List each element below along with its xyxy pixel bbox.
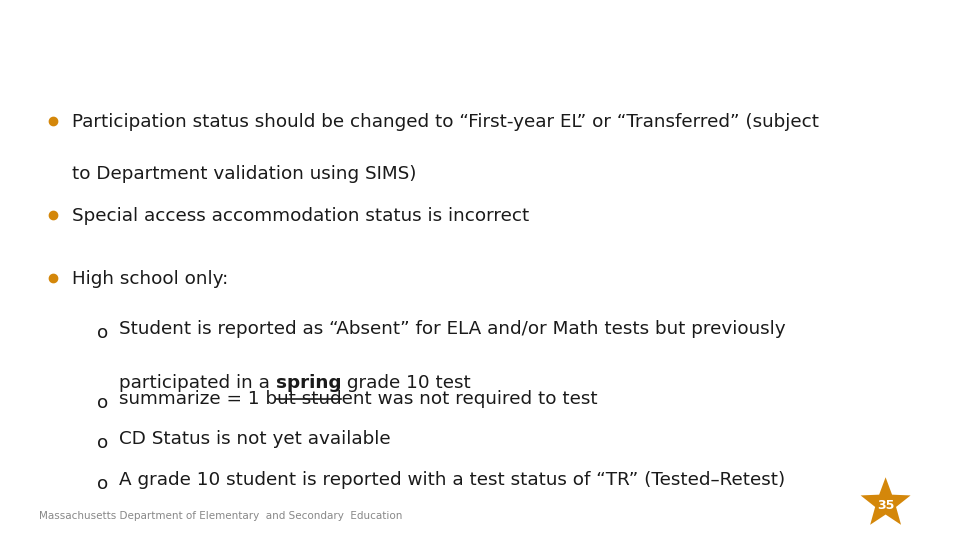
Text: CD Status is not yet available: CD Status is not yet available: [119, 430, 391, 448]
Text: summarize = 1 but student was not required to test: summarize = 1 but student was not requir…: [119, 390, 598, 408]
Text: to Department validation using SIMS): to Department validation using SIMS): [72, 165, 417, 183]
Text: participated in a: participated in a: [119, 374, 276, 392]
Text: A grade 10 student is reported with a test status of “TR” (Tested–Retest): A grade 10 student is reported with a te…: [119, 471, 785, 489]
Text: Participation status should be changed to “First-year EL” or “Transferred” (subj: Participation status should be changed t…: [72, 113, 819, 131]
Text: Special access accommodation status is incorrect: Special access accommodation status is i…: [72, 207, 529, 225]
Text: o: o: [97, 475, 108, 492]
Polygon shape: [860, 477, 911, 525]
Text: Massachusetts Department of Elementary  and Secondary  Education: Massachusetts Department of Elementary a…: [38, 511, 402, 521]
Text: o: o: [97, 324, 108, 342]
Text: o: o: [97, 394, 108, 412]
Text: o: o: [97, 435, 108, 453]
Text: grade 10 test: grade 10 test: [342, 374, 471, 392]
Text: 35: 35: [876, 499, 895, 512]
Text: spring: spring: [276, 374, 342, 392]
Text: Discrepancies Requiring DESE Data Review (continued): Discrepancies Requiring DESE Data Review…: [41, 39, 845, 66]
Text: High school only:: High school only:: [72, 269, 228, 287]
Text: Student is reported as “Absent” for ELA and/or Math tests but previously: Student is reported as “Absent” for ELA …: [119, 320, 785, 338]
